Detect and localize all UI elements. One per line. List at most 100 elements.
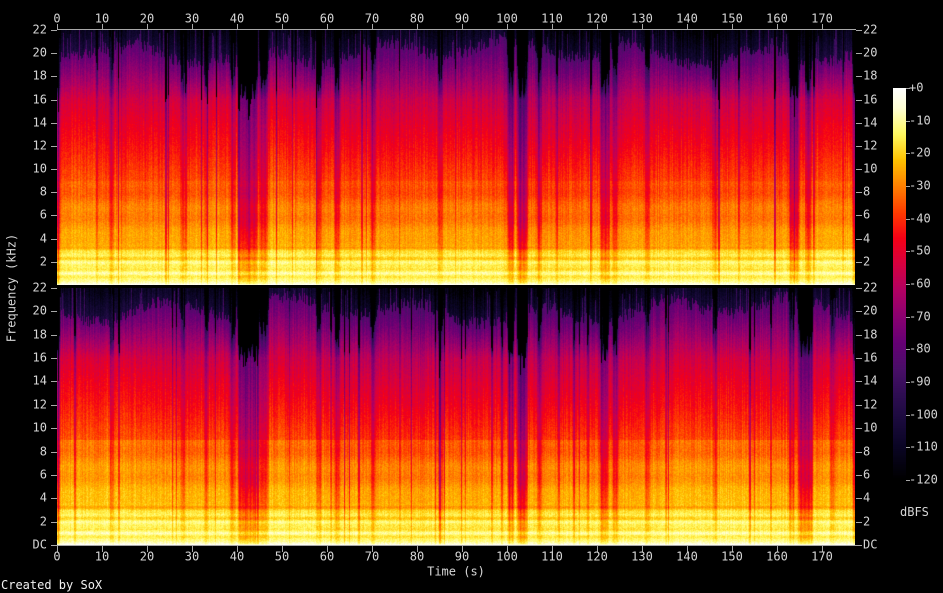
x-tick-mark-bottom	[102, 545, 103, 552]
freq-tick-mark-right	[856, 215, 862, 216]
x-tick-label-bottom: 90	[454, 549, 470, 564]
freq-tick-label-left: 20	[32, 45, 47, 60]
db-tick-label: -10	[909, 113, 931, 128]
freq-tick-mark-right	[856, 498, 862, 499]
x-tick-label-bottom: 70	[364, 549, 380, 564]
freq-tick-label-left: 8	[39, 444, 47, 459]
freq-tick-mark-left	[51, 53, 57, 54]
freq-tick-mark-right	[856, 545, 862, 546]
footer-credit: Created by SoX	[1, 578, 103, 592]
freq-tick-label-left: 6	[39, 207, 47, 222]
db-tick-label: -110	[909, 439, 938, 454]
freq-tick-label-left: 22	[32, 22, 47, 37]
freq-tick-mark-right	[856, 335, 862, 336]
x-tick-mark-bottom	[642, 545, 643, 552]
db-tick-mark	[906, 414, 910, 416]
x-tick-label-bottom: 150	[721, 549, 743, 564]
db-tick-mark	[906, 447, 910, 449]
freq-tick-label-left: 2	[39, 514, 47, 529]
colorbar-gradient	[893, 88, 906, 480]
x-tick-label-bottom: 140	[676, 549, 698, 564]
db-tick-label: -100	[909, 407, 938, 422]
freq-tick-label-left: 4	[39, 490, 47, 505]
x-tick-label-bottom: 170	[811, 549, 833, 564]
x-tick-label-top: 50	[274, 11, 290, 26]
x-tick-mark-top	[642, 24, 643, 30]
x-tick-mark-bottom	[687, 545, 688, 552]
db-tick-label: -40	[909, 211, 931, 226]
x-tick-mark-top	[57, 24, 58, 30]
db-tick-label: -30	[909, 178, 931, 193]
x-tick-mark-top	[327, 24, 328, 30]
freq-tick-mark-left	[51, 452, 57, 453]
freq-tick-mark-left	[51, 123, 57, 124]
freq-tick-mark-left	[51, 405, 57, 406]
freq-tick-label-left: 4	[39, 231, 47, 246]
freq-tick-label-right: 20	[863, 45, 878, 60]
freq-tick-label-left: 10	[32, 161, 47, 176]
x-tick-mark-bottom	[462, 545, 463, 552]
x-tick-mark-bottom	[237, 545, 238, 552]
freq-tick-label-left: 6	[39, 467, 47, 482]
x-tick-mark-bottom	[327, 545, 328, 552]
x-tick-mark-top	[147, 24, 148, 30]
freq-tick-mark-left	[51, 475, 57, 476]
x-tick-mark-top	[417, 24, 418, 30]
freq-tick-label-right: 12	[863, 138, 878, 153]
freq-tick-mark-left	[51, 262, 57, 263]
freq-tick-mark-left	[51, 215, 57, 216]
x-tick-label-top: 10	[94, 11, 110, 26]
freq-tick-label-right: 20	[863, 303, 878, 318]
x-tick-label-top: 20	[139, 11, 155, 26]
colorbar-title: dBFS	[900, 505, 929, 519]
freq-tick-mark-left	[51, 239, 57, 240]
db-tick-mark	[906, 153, 910, 155]
freq-tick-mark-left	[51, 428, 57, 429]
x-tick-mark-bottom	[147, 545, 148, 552]
freq-tick-label-right: 18	[863, 327, 878, 342]
x-tick-label-top: 30	[184, 11, 200, 26]
db-tick-label: -20	[909, 145, 931, 160]
x-tick-mark-top	[732, 24, 733, 30]
x-tick-label-bottom: 120	[586, 549, 608, 564]
x-tick-label-top: 0	[53, 11, 61, 26]
x-tick-label-bottom: 50	[274, 549, 290, 564]
db-tick-mark	[906, 480, 910, 481]
freq-tick-label-left: 12	[32, 138, 47, 153]
freq-tick-label-left: 20	[32, 303, 47, 318]
freq-tick-label-right: 10	[863, 420, 878, 435]
db-tick-mark	[906, 316, 910, 318]
freq-tick-label-right: 2	[863, 254, 871, 269]
freq-tick-label-left: 16	[32, 350, 47, 365]
freq-tick-mark-left	[51, 311, 57, 312]
freq-tick-label-right: 6	[863, 467, 871, 482]
freq-tick-mark-left	[51, 522, 57, 523]
freq-tick-label-left: 18	[32, 68, 47, 83]
x-tick-mark-top	[597, 24, 598, 30]
db-tick-label: -80	[909, 341, 931, 356]
freq-tick-mark-right	[856, 123, 862, 124]
x-tick-label-top: 130	[631, 11, 653, 26]
db-tick-mark	[906, 120, 910, 122]
freq-tick-label-right: 18	[863, 68, 878, 83]
freq-tick-label-right: 8	[863, 184, 871, 199]
x-tick-mark-bottom	[822, 545, 823, 552]
freq-tick-label-left: 8	[39, 184, 47, 199]
db-tick-label: -70	[909, 309, 931, 324]
freq-tick-label-right: 16	[863, 92, 878, 107]
x-tick-label-bottom: 40	[229, 549, 245, 564]
x-tick-mark-top	[237, 24, 238, 30]
freq-tick-label-right: 10	[863, 161, 878, 176]
x-tick-mark-top	[507, 24, 508, 30]
freq-tick-mark-right	[856, 428, 862, 429]
freq-tick-label-left: 14	[32, 373, 47, 388]
spectrogram-channel-1	[57, 30, 855, 285]
freq-tick-mark-left	[51, 76, 57, 77]
db-tick-mark	[906, 186, 910, 187]
freq-tick-label-left: 10	[32, 420, 47, 435]
x-tick-label-top: 100	[496, 11, 518, 26]
x-tick-mark-bottom	[597, 545, 598, 552]
freq-tick-label-left: 2	[39, 254, 47, 269]
x-tick-mark-top	[777, 24, 778, 30]
